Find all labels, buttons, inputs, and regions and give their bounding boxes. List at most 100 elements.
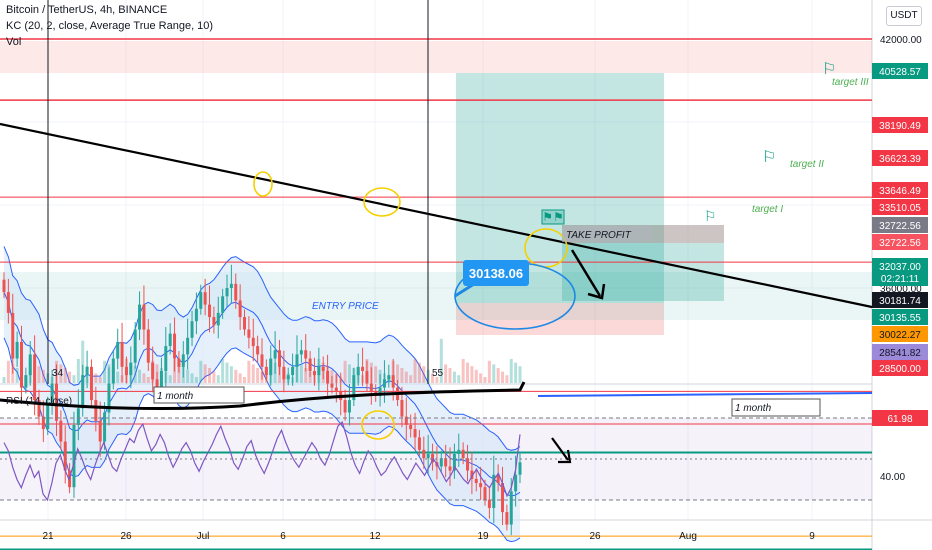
- volume-bar: [474, 369, 478, 383]
- down-arrow-rsi: [551, 437, 569, 461]
- volume-bar: [256, 368, 260, 383]
- price-axis[interactable]: 42000.0040000.0038000.0036000.0040528.57…: [872, 35, 928, 376]
- candle-body: [216, 312, 220, 326]
- volume-bar: [413, 359, 417, 383]
- volume-bar: [216, 375, 220, 383]
- rsi-level-badge: 61.98: [887, 414, 912, 425]
- volume-bar: [238, 373, 242, 383]
- candle-body: [343, 400, 347, 413]
- volume-bar: [138, 369, 142, 383]
- volume-bar: [208, 368, 212, 383]
- highlight-circle-1: [253, 171, 273, 197]
- candle-body: [120, 341, 124, 367]
- rsi-pane: [0, 417, 872, 502]
- volume-bar: [514, 362, 518, 383]
- take-profit-label-bg: [562, 226, 652, 242]
- price-badge-bg: [872, 258, 928, 286]
- time-axis-tick: 26: [120, 531, 132, 542]
- price-badge-bg: [872, 360, 928, 376]
- price-badge-bg: [872, 63, 928, 79]
- candle-body: [492, 474, 496, 508]
- candle-body: [365, 371, 369, 384]
- down-arrow-rsi-head: [558, 449, 572, 464]
- price-badge-bg: [872, 234, 928, 250]
- volume-bar: [496, 368, 500, 383]
- candle-body: [133, 329, 137, 363]
- candle-body: [404, 416, 408, 425]
- candle-body: [291, 366, 295, 376]
- entry-price-label: ENTRY PRICE: [312, 301, 379, 312]
- candle-body: [487, 499, 491, 508]
- trendline: [0, 122, 873, 309]
- candle-body: [103, 412, 107, 442]
- volume-bar: [199, 360, 203, 383]
- candle-body: [444, 458, 448, 467]
- price-badge: 28500.00: [879, 364, 921, 375]
- target-2-label: target II: [790, 159, 824, 170]
- volume-bar: [194, 377, 198, 383]
- month-box-2: [731, 398, 821, 417]
- volume-bar: [435, 377, 439, 383]
- candle-body: [417, 437, 421, 450]
- rsi-label: RSI (14, close): [6, 396, 72, 407]
- volume-bar: [299, 364, 303, 383]
- volume-bar: [81, 340, 85, 383]
- volume-bar: [404, 371, 408, 383]
- candle-body: [24, 375, 28, 388]
- volume-bar: [221, 359, 225, 383]
- time-axis-tick: 6: [280, 531, 286, 542]
- down-arrow-main: [570, 249, 602, 297]
- volume-bar: [501, 371, 505, 383]
- candle-body: [225, 288, 229, 297]
- blue-projection-line: [537, 392, 873, 397]
- volume-bar: [72, 375, 76, 383]
- flag-icon-entry: ⚑⚑: [541, 209, 565, 225]
- candle-body: [142, 304, 146, 330]
- candle-body: [181, 354, 185, 367]
- kc-indicator-label: KC (20, 2, close, Average True Range, 10…: [6, 20, 214, 32]
- volume-bar: [142, 373, 146, 383]
- volume-bar: [400, 368, 404, 383]
- candle-body: [212, 317, 216, 326]
- pen-swoosh: [0, 381, 526, 410]
- candle-body: [164, 346, 168, 371]
- candle-body: [431, 454, 435, 463]
- volume-bar: [243, 377, 247, 383]
- candle-body: [501, 483, 505, 513]
- candle-body: [194, 308, 198, 322]
- price-callout: 30138.06: [469, 266, 523, 281]
- candle-body: [264, 366, 268, 376]
- candle-body: [151, 362, 155, 380]
- highlight-circle-rsi: [361, 410, 395, 440]
- candle-body: [89, 366, 93, 401]
- time-axis-tick: Aug: [679, 531, 697, 542]
- volume-bar: [15, 368, 19, 383]
- volume-bar: [59, 364, 63, 383]
- candle-body: [94, 400, 98, 421]
- price-badge: 28541.82: [879, 348, 921, 359]
- volume-bar: [94, 373, 98, 383]
- volume-bar: [37, 366, 41, 383]
- candle-body: [28, 354, 32, 376]
- price-badge-bg: [872, 309, 928, 325]
- price-badge: 30022.27: [879, 330, 921, 341]
- candle-body: [173, 333, 177, 359]
- volume-bar: [68, 371, 72, 383]
- candle-body: [129, 362, 133, 376]
- candle-body: [312, 371, 316, 376]
- candle-body: [111, 358, 115, 384]
- candle-body: [238, 300, 242, 318]
- time-axis[interactable]: 21 26 Jul 6 12 19 26 Aug 9: [42, 531, 815, 542]
- volume-bar: [487, 360, 491, 383]
- volume-bar: [225, 362, 229, 383]
- price-badge: 36623.39: [879, 154, 921, 165]
- candle-body: [256, 346, 260, 355]
- volume-bar: [347, 364, 351, 383]
- volume-bar: [133, 366, 137, 383]
- month-box-1: [153, 386, 245, 404]
- channel-basis: [3, 291, 521, 497]
- currency-selector[interactable]: USDT: [886, 6, 922, 26]
- candle-body: [422, 449, 426, 459]
- candle-body: [6, 292, 10, 313]
